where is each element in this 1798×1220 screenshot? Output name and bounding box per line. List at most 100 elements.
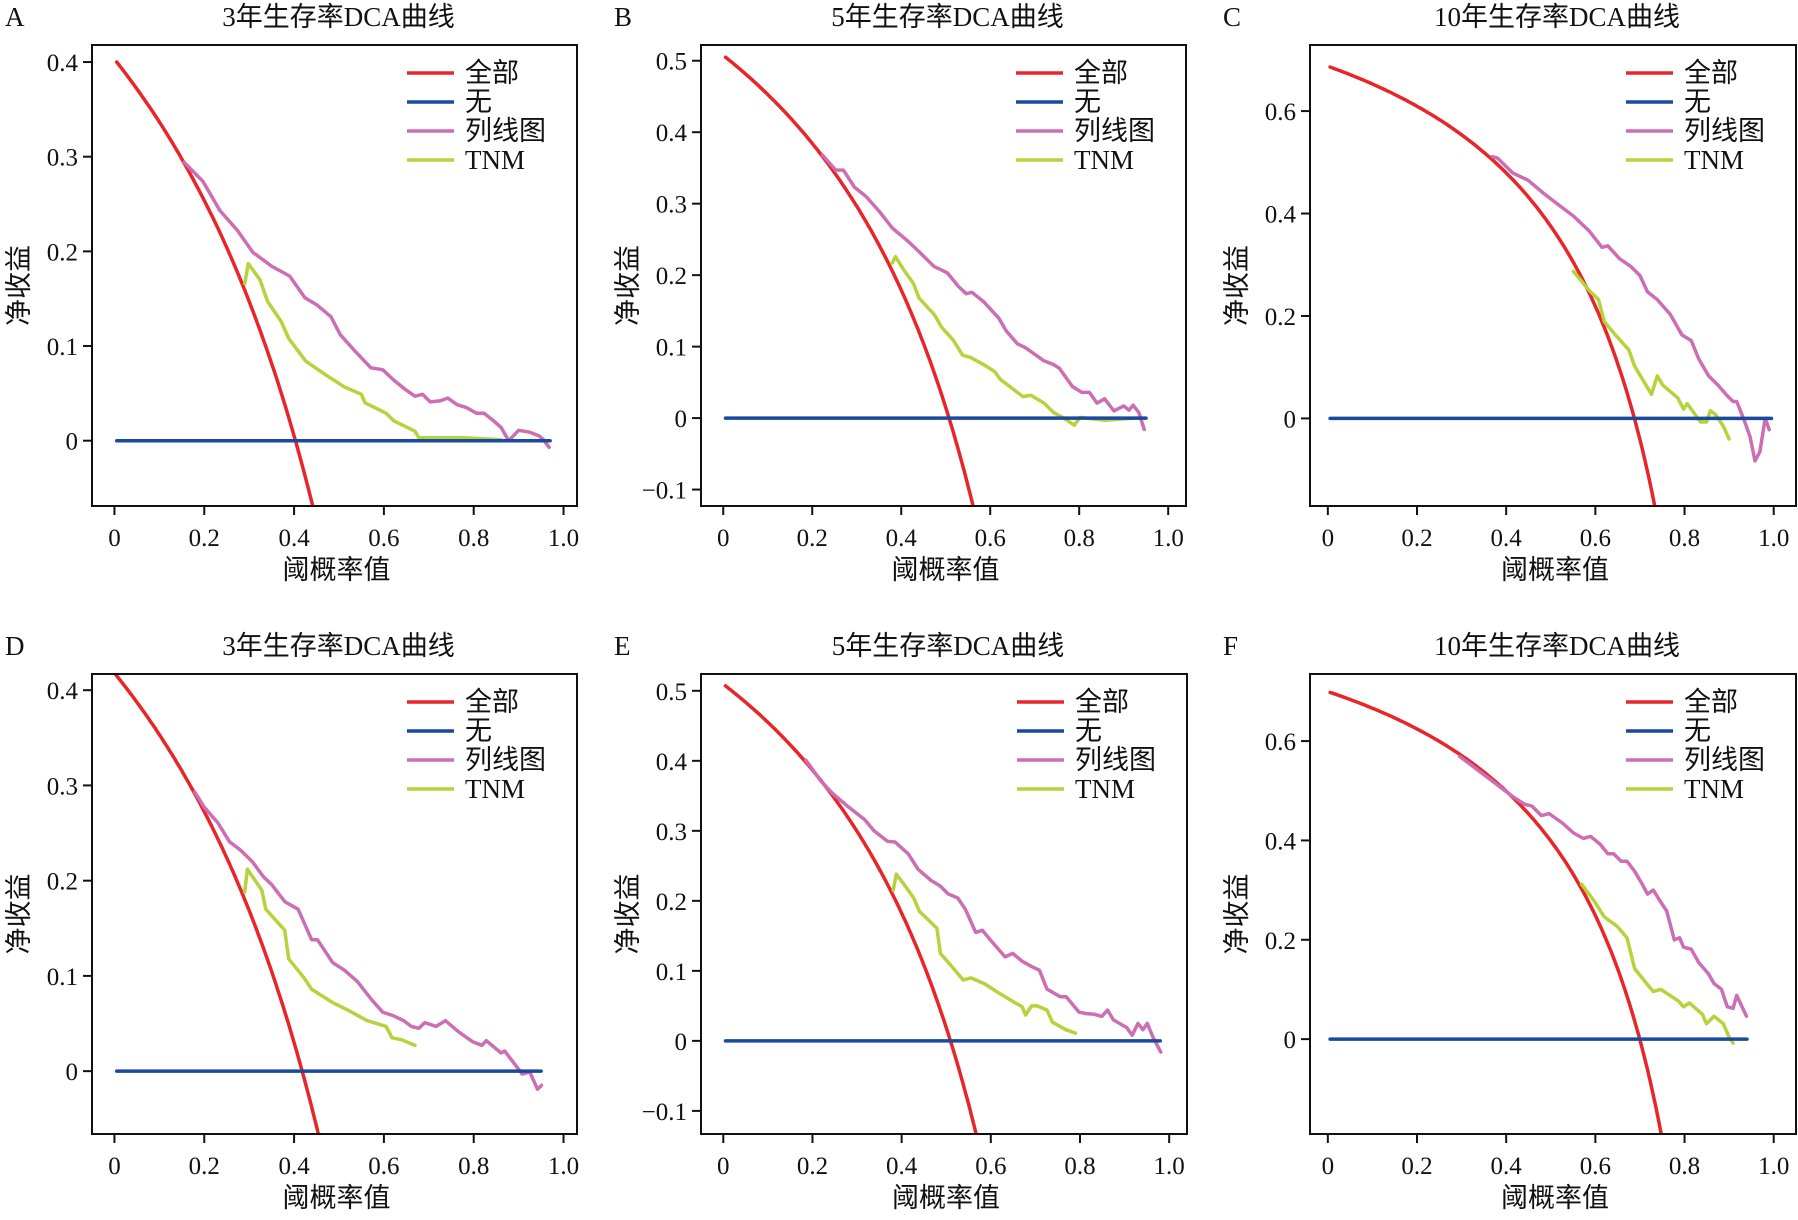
dca-panel-e: E 5年生存率DCA曲线 0 0.2 0.4 0.6 0.8 1.0 −0.1 0 0.1 0.2 0.…: [613, 631, 1188, 1213]
x-tick-label: 0.8: [1669, 1153, 1700, 1180]
legend-item: 无: [1016, 87, 1101, 117]
x-tick-label: 1.0: [1154, 1153, 1185, 1180]
x-tick-label: 0.8: [1064, 1153, 1095, 1180]
x-tick-label: 0.4: [886, 1153, 918, 1180]
x-tick-label: 0.6: [975, 525, 1006, 552]
series-group: [723, 55, 1148, 506]
legend-label: 列线图: [1074, 116, 1155, 146]
panel-letter: B: [614, 2, 632, 32]
x-tick-label: 1.0: [548, 525, 579, 552]
x-tick-label: 0.2: [189, 1153, 220, 1180]
legend-item: 全部: [407, 687, 519, 717]
x-axis-label: 阈概率值: [1501, 555, 1609, 585]
legend-label: 列线图: [465, 116, 546, 146]
series-line-all: [113, 674, 321, 1134]
y-tick-label: 0.6: [1265, 99, 1296, 126]
y-tick-label: 0.4: [47, 678, 79, 705]
dca-panel-c: C 10年生存率DCA曲线 0 0.2 0.4 0.6 0.8 1.0 0 0.2 0.4 0.6 阈概…: [1222, 2, 1797, 585]
plot-frame: [1309, 44, 1797, 507]
y-tick-label: 0.3: [47, 773, 78, 800]
legend-item: 无: [1626, 87, 1711, 117]
series-line-all: [1328, 690, 1663, 1134]
x-tick-label: 0: [1322, 1153, 1335, 1180]
legend-label: 无: [1075, 716, 1102, 746]
legend-label: 列线图: [465, 745, 546, 775]
legend-item: 全部: [1017, 687, 1129, 717]
legend-label: TNM: [1684, 774, 1744, 804]
legend-label: 无: [465, 716, 492, 746]
x-tick-label: 0.2: [1401, 525, 1432, 552]
series-line-all: [723, 684, 978, 1134]
series-line-tnm: [891, 872, 1078, 1035]
plot-frame: [700, 673, 1188, 1135]
x-tick-label: 0.4: [1491, 525, 1523, 552]
series-line-nomogram: [182, 160, 551, 450]
y-tick-label: 0.3: [656, 192, 687, 219]
x-tick-label: 0.6: [975, 1153, 1006, 1180]
x-tick-label: 0.2: [1401, 1153, 1432, 1180]
legend-item: 列线图: [1626, 745, 1765, 775]
y-tick-label: 0.6: [1265, 729, 1296, 756]
legend-item: 无: [407, 87, 492, 117]
legend-item: TNM: [1626, 774, 1744, 804]
series-line-nomogram: [1458, 754, 1749, 1019]
legend-item: 全部: [1626, 687, 1738, 717]
series-group: [113, 674, 544, 1134]
y-tick-label: 0.1: [656, 335, 687, 362]
legend-label: TNM: [465, 774, 525, 804]
y-tick-label: 0: [66, 1059, 79, 1086]
legend-label: 全部: [1075, 687, 1129, 717]
dca-panel-d: D 3年生存率DCA曲线 0 0.2 0.4 0.6 0.8 1.0 0 0.1 0.2 0.3 0.4…: [4, 631, 579, 1213]
legend-item: 列线图: [1626, 116, 1765, 146]
series-line-nomogram: [820, 153, 1146, 432]
y-tick-label: 0.3: [47, 145, 78, 172]
legend-item: 列线图: [1017, 745, 1156, 775]
dca-panel-f: F 10年生存率DCA曲线 0 0.2 0.4 0.6 0.8 1.0 0 0.2 0.4 0.6 阈概…: [1222, 631, 1797, 1213]
y-tick-label: 0.1: [656, 959, 687, 986]
series-line-tnm: [1571, 269, 1731, 441]
y-tick-label: −0.1: [642, 1099, 687, 1126]
x-axis-label: 阈概率值: [1501, 1183, 1609, 1213]
series-line-all: [723, 55, 975, 506]
x-tick-label: 1.0: [1758, 525, 1789, 552]
x-tick-label: 0.8: [458, 525, 489, 552]
x-tick-label: 0.8: [1064, 525, 1095, 552]
series-line-nomogram: [1490, 154, 1771, 463]
legend-label: TNM: [465, 145, 525, 175]
legend-label: 列线图: [1684, 745, 1765, 775]
x-axis-label: 阈概率值: [283, 555, 391, 585]
y-tick-label: 0: [1284, 406, 1297, 433]
series-line-all: [114, 60, 315, 506]
y-tick-label: 0.1: [47, 964, 78, 991]
series-line-tnm: [1579, 882, 1735, 1045]
chart-title: 3年生存率DCA曲线: [222, 631, 455, 661]
y-axis-label: 净收益: [4, 245, 34, 326]
series-group: [723, 684, 1163, 1134]
legend-label: 全部: [465, 58, 519, 88]
x-tick-label: 0: [717, 525, 730, 552]
series-group: [114, 60, 552, 506]
y-tick-label: −0.1: [642, 478, 687, 505]
legend-label: 全部: [465, 687, 519, 717]
legend-label: 无: [1074, 87, 1101, 117]
dca-panel-a: A 3年生存率DCA曲线 0 0.2 0.4 0.6 0.8 1.0 0 0.1 0.2 0.3 0.4…: [4, 2, 579, 585]
series-line-nomogram: [804, 758, 1163, 1054]
x-tick-label: 0.8: [1669, 525, 1700, 552]
y-axis-label: 净收益: [1222, 245, 1252, 326]
plot-frame: [91, 44, 578, 507]
y-tick-label: 0.4: [1265, 202, 1297, 229]
x-tick-label: 0.8: [458, 1153, 489, 1180]
y-tick-label: 0: [66, 429, 79, 456]
legend-label: TNM: [1684, 145, 1744, 175]
x-tick-label: 0.4: [278, 1153, 310, 1180]
panel-letter: C: [1223, 2, 1241, 32]
x-tick-label: 1.0: [548, 1153, 579, 1180]
x-tick-label: 0: [108, 1153, 121, 1180]
chart-title: 10年生存率DCA曲线: [1434, 631, 1680, 661]
series-line-tnm: [242, 867, 417, 1048]
y-tick-label: 0.2: [656, 889, 687, 916]
legend-item: 列线图: [407, 745, 546, 775]
y-tick-label: 0.1: [47, 334, 78, 361]
